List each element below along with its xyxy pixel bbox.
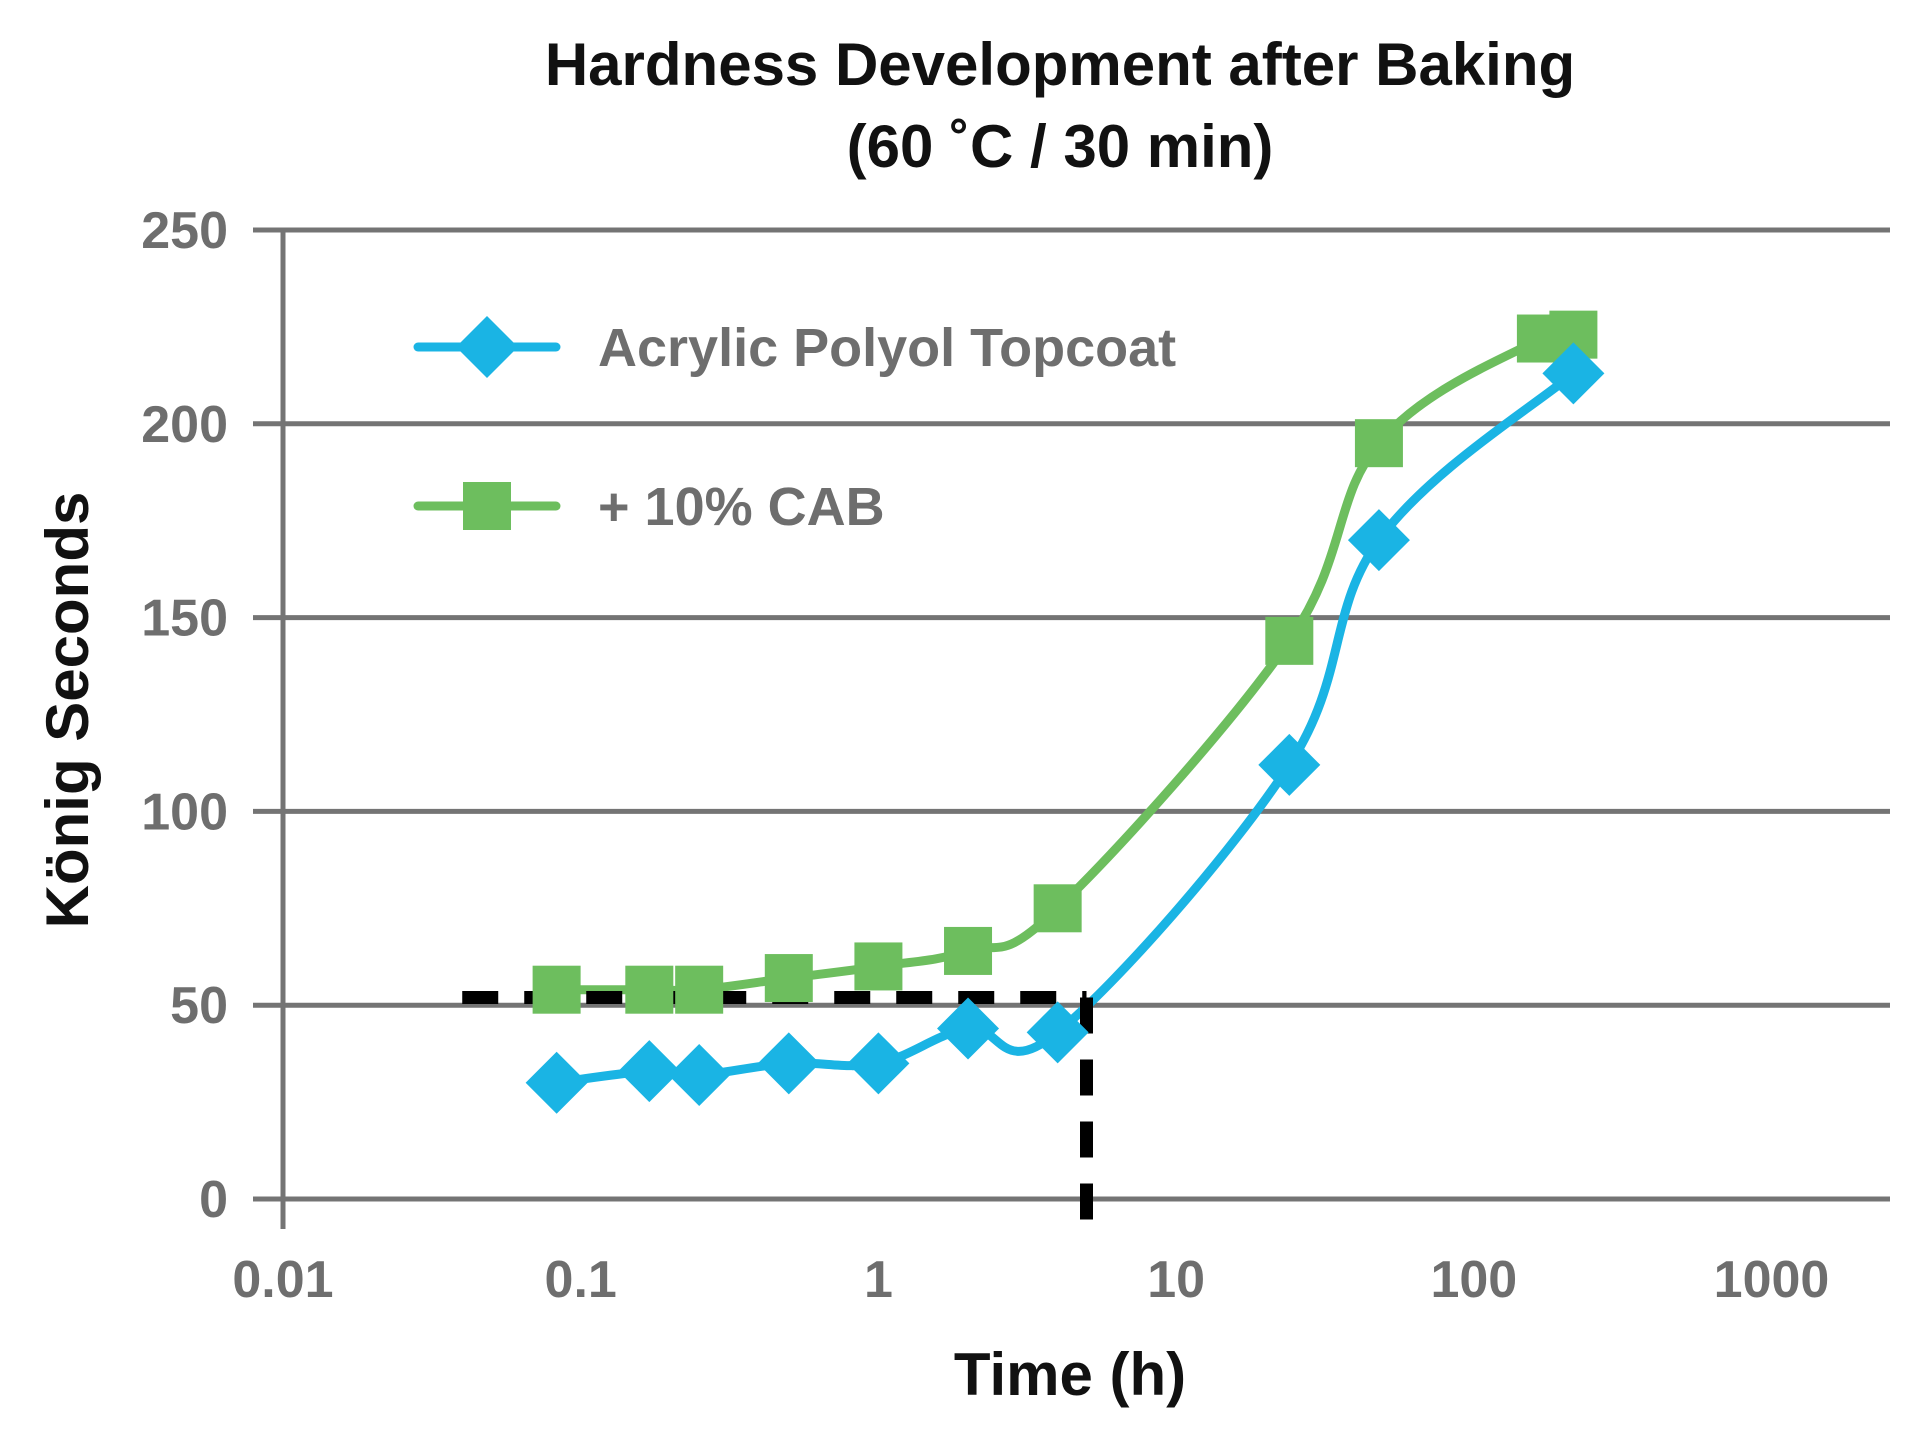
y-tick-label-200: 200	[141, 396, 228, 454]
y-tick-labels: 0 50 100 150 200 250	[141, 202, 228, 1229]
y-axis-title: König Seconds	[34, 492, 101, 929]
marker-cab-9	[1354, 419, 1403, 468]
series-markers	[525, 310, 1605, 1114]
marker-acrylic-polyol-7	[1026, 1001, 1089, 1064]
y-tick-label-150: 150	[141, 590, 228, 648]
chart-title-line-1: Hardness Development after Baking	[545, 31, 1575, 98]
marker-cab-5	[854, 942, 903, 991]
x-tick-label-1000: 1000	[1714, 1251, 1830, 1309]
marker-cab-7	[1033, 884, 1082, 933]
marker-cab-3	[675, 965, 724, 1014]
marker-acrylic-polyol-9	[1347, 509, 1410, 572]
x-tick-label-0.1: 0.1	[545, 1251, 617, 1309]
marker-acrylic-polyol-5	[847, 1032, 910, 1095]
legend-marker-cab	[463, 482, 511, 530]
grid-lines	[253, 227, 1890, 1202]
marker-acrylic-polyol-2	[618, 1040, 681, 1103]
legend-label-cab: + 10% CAB	[598, 477, 885, 537]
y-tick-label-0: 0	[199, 1171, 228, 1229]
marker-cab-4	[764, 954, 813, 1003]
marker-acrylic-polyol-3	[668, 1043, 731, 1106]
x-tick-label-1: 1	[864, 1251, 893, 1309]
marker-cab-1	[532, 965, 581, 1014]
chart-title-line-2: (60 ˚C / 30 min)	[847, 113, 1274, 180]
marker-acrylic-polyol-4	[757, 1032, 820, 1095]
legend: Acrylic Polyol Topcoat + 10% CAB	[413, 316, 1176, 537]
marker-acrylic-polyol-6	[937, 997, 1000, 1060]
x-axis-title: Time (h)	[954, 1341, 1186, 1408]
marker-cab-8	[1265, 616, 1314, 665]
x-tick-label-10: 10	[1147, 1251, 1205, 1309]
marker-acrylic-polyol-1	[525, 1051, 588, 1114]
y-tick-label-50: 50	[170, 977, 228, 1035]
marker-cab-2	[625, 965, 674, 1014]
x-tick-label-100: 100	[1430, 1251, 1517, 1309]
legend-label-acrylic-polyol: Acrylic Polyol Topcoat	[598, 318, 1176, 378]
x-tick-labels: 0.01 0.1 1 10 100 1000	[232, 1251, 1829, 1309]
legend-marker-acrylic-polyol	[456, 316, 518, 378]
x-tick-label-0.01: 0.01	[232, 1251, 333, 1309]
y-tick-label-250: 250	[141, 202, 228, 260]
marker-acrylic-polyol-10	[1542, 342, 1605, 405]
marker-cab-6	[944, 926, 993, 975]
y-tick-label-100: 100	[141, 783, 228, 841]
marker-acrylic-polyol-8	[1258, 733, 1321, 796]
